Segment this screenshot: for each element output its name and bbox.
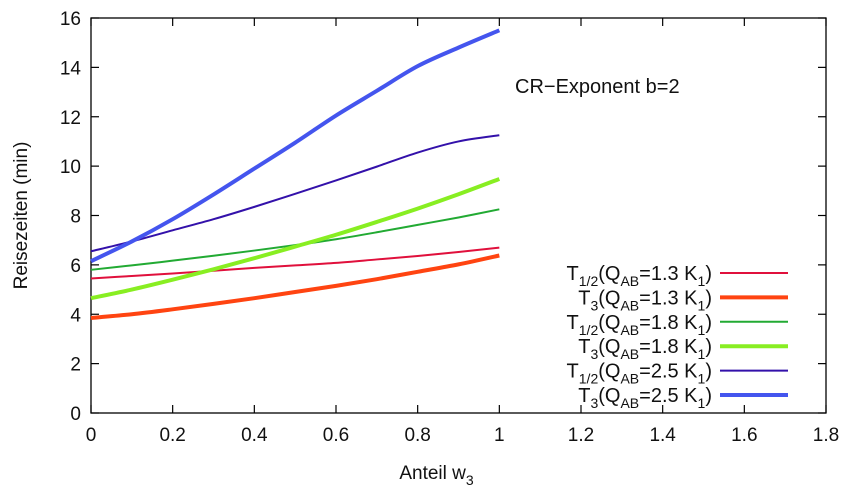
x-axis-label: Anteil w3 <box>399 463 474 488</box>
y-tick-label: 14 <box>60 58 82 79</box>
legend-label-3: T1/2(QAB=1.8 K1) <box>567 312 712 338</box>
legend-label-1: T1/2(QAB=1.3 K1) <box>567 263 712 289</box>
x-tick-label: 0.8 <box>404 425 430 446</box>
y-tick-label: 4 <box>70 305 81 326</box>
x-tick-label: 0.6 <box>323 425 349 446</box>
plot-border <box>90 17 827 414</box>
x-tick-label: 1.4 <box>649 425 676 446</box>
x-tick-label: 0 <box>86 425 97 446</box>
x-axis-label-main: Anteil w <box>399 463 466 484</box>
y-tick-label: 8 <box>70 207 81 228</box>
y-tick-label: 12 <box>60 108 81 129</box>
y-tick-label: 10 <box>60 157 81 178</box>
series-line-2 <box>90 253 500 320</box>
y-tick-label: 0 <box>70 404 81 425</box>
x-axis-label-sub: 3 <box>466 472 474 488</box>
x-tick-label: 1.8 <box>813 425 839 446</box>
series-line-6 <box>90 28 501 263</box>
legend: T1/2(QAB=1.3 K1)T3(QAB=1.3 K1)T1/2(QAB=1… <box>567 263 788 411</box>
legend-label-6: T3(QAB=2.5 K1) <box>578 385 712 411</box>
axis-ticks: 0 0.2 0.4 0.6 0.8 1 1.2 1.4 1.6 1.8 0 2 4 6 8 10 12 14 16 <box>60 9 839 446</box>
legend-label-2: T3(QAB=1.3 K1) <box>578 287 712 313</box>
x-tick-label: 1 <box>494 425 505 446</box>
series-line-3 <box>90 208 500 271</box>
plot-frame <box>90 17 827 414</box>
x-tick-label: 0.2 <box>159 425 185 446</box>
series-layer <box>90 28 501 320</box>
series-line-1 <box>90 246 500 280</box>
y-axis-label: Reisezeiten (min) <box>11 142 32 290</box>
y-tick-label: 16 <box>60 9 81 30</box>
legend-label-5: T1/2(QAB=2.5 K1) <box>567 361 712 387</box>
x-tick-label: 1.6 <box>731 425 757 446</box>
chart-annotation: CR−Exponent b=2 <box>515 76 680 98</box>
series-line-5 <box>90 134 500 253</box>
y-tick-label: 2 <box>70 355 81 376</box>
series-line-4 <box>90 177 501 301</box>
x-tick-label: 1.2 <box>568 425 594 446</box>
x-tick-label: 0.4 <box>241 425 268 446</box>
legend-label-4: T3(QAB=1.8 K1) <box>578 336 712 362</box>
y-tick-label: 6 <box>70 256 81 277</box>
